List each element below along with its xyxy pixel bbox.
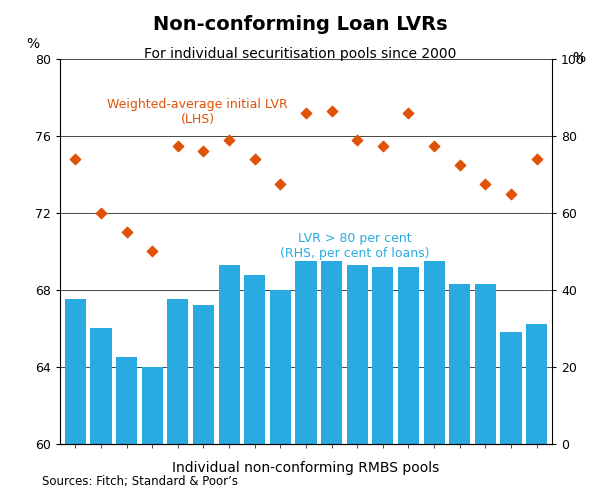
Text: Non-conforming Loan LVRs: Non-conforming Loan LVRs: [152, 15, 448, 34]
Point: [378, 141, 388, 149]
Point: [199, 147, 208, 155]
Bar: [347, 265, 368, 444]
Y-axis label: %: %: [26, 37, 40, 51]
Bar: [500, 332, 521, 444]
Point: [327, 107, 337, 115]
Text: LVR > 80 per cent
(RHS, per cent of loans): LVR > 80 per cent (RHS, per cent of loan…: [280, 232, 430, 260]
Bar: [244, 275, 265, 444]
Bar: [373, 267, 394, 444]
Point: [532, 155, 541, 163]
X-axis label: Individual non-conforming RMBS pools: Individual non-conforming RMBS pools: [172, 461, 440, 475]
Point: [250, 155, 260, 163]
Bar: [116, 357, 137, 444]
Point: [506, 190, 516, 198]
Point: [122, 228, 131, 236]
Bar: [270, 290, 291, 444]
Point: [481, 180, 490, 188]
Point: [224, 136, 234, 144]
Text: Sources: Fitch; Standard & Poor’s: Sources: Fitch; Standard & Poor’s: [42, 475, 238, 488]
Point: [148, 247, 157, 255]
Bar: [91, 328, 112, 444]
Bar: [295, 261, 317, 444]
Bar: [475, 284, 496, 444]
Point: [96, 209, 106, 217]
Bar: [398, 267, 419, 444]
Point: [275, 180, 285, 188]
Point: [301, 109, 311, 117]
Bar: [218, 265, 239, 444]
Bar: [142, 367, 163, 444]
Point: [404, 109, 413, 117]
Bar: [193, 305, 214, 444]
Bar: [65, 299, 86, 444]
Y-axis label: %: %: [572, 51, 586, 66]
Text: Weighted-average initial LVR
(LHS): Weighted-average initial LVR (LHS): [107, 98, 288, 126]
Bar: [321, 261, 342, 444]
Point: [455, 161, 464, 169]
Point: [173, 141, 182, 149]
Bar: [449, 284, 470, 444]
Text: For individual securitisation pools since 2000: For individual securitisation pools sinc…: [144, 47, 456, 61]
Point: [430, 141, 439, 149]
Point: [71, 155, 80, 163]
Point: [352, 136, 362, 144]
Bar: [526, 324, 547, 444]
Bar: [167, 299, 188, 444]
Bar: [424, 261, 445, 444]
